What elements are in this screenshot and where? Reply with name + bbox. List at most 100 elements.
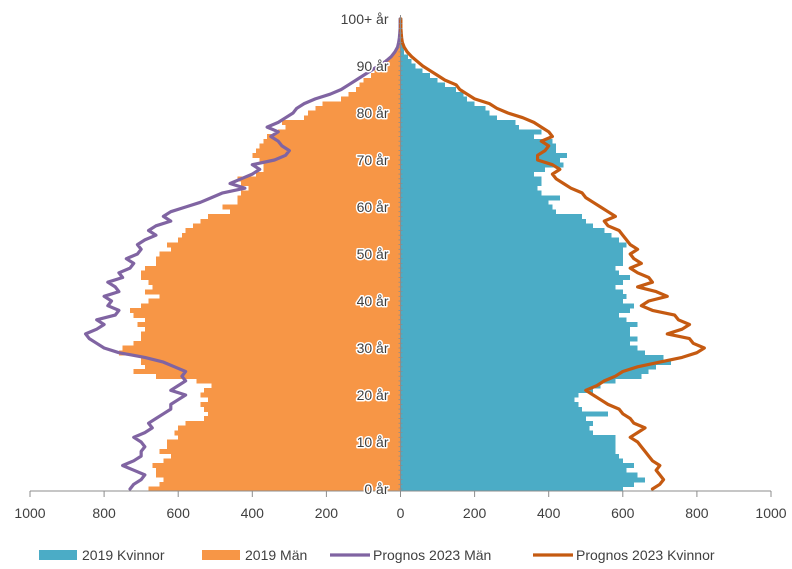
bar-2019-kvinnor-age-38 xyxy=(400,308,631,314)
bar-2019-m-n-age-5 xyxy=(152,463,401,469)
bar-2019-m-n-age-85 xyxy=(356,87,401,93)
bar-2019-m-n-age-78 xyxy=(281,120,401,126)
bar-2019-m-n-age-9 xyxy=(167,444,401,450)
bar-2019-kvinnor-age-51 xyxy=(400,246,623,252)
bar-2019-kvinnor-age-90 xyxy=(400,63,416,69)
x-tick-label: 0 xyxy=(397,505,405,521)
bar-2019-m-n-age-13 xyxy=(178,425,401,431)
bar-2019-kvinnor-age-92 xyxy=(400,54,408,60)
bar-2019-m-n-age-69 xyxy=(263,162,401,168)
bar-2019-kvinnor-age-12 xyxy=(400,430,594,436)
bar-2019-m-n-age-80 xyxy=(307,110,401,116)
bar-2019-m-n-age-57 xyxy=(200,218,401,224)
legend-swatch xyxy=(39,550,77,560)
age-tick-label: 90 år xyxy=(357,58,389,74)
bar-2019-kvinnor-age-3 xyxy=(400,472,638,478)
bar-2019-m-n-age-90 xyxy=(381,63,401,69)
bar-2019-kvinnor-age-84 xyxy=(400,91,464,97)
age-tick-label: 10 år xyxy=(357,434,389,450)
bar-2019-m-n-age-43 xyxy=(152,284,401,290)
bar-2019-m-n-age-38 xyxy=(130,308,401,314)
bar-2019-kvinnor-age-6 xyxy=(400,458,623,464)
age-tick-label: 30 år xyxy=(357,340,389,356)
bar-2019-kvinnor-age-89 xyxy=(400,68,423,74)
bar-2019-m-n-age-71 xyxy=(252,152,401,158)
bar-2019-m-n-age-77 xyxy=(285,124,401,130)
bar-2019-m-n-age-88 xyxy=(370,73,401,79)
bar-2019-kvinnor-age-60 xyxy=(400,204,553,210)
bar-2019-m-n-age-66 xyxy=(237,176,401,182)
bar-2019-m-n-age-45 xyxy=(141,275,401,281)
bar-2019-kvinnor-age-71 xyxy=(400,152,568,158)
bar-2019-kvinnor-age-42 xyxy=(400,289,623,295)
x-tick-label: 1000 xyxy=(755,505,786,521)
bar-2019-kvinnor-age-2 xyxy=(400,477,646,483)
axes-group: 1000 800 600 400 200 0 200 400 600 800 1000 0 år 10 … xyxy=(14,10,786,522)
bar-2019-kvinnor-age-1 xyxy=(400,481,634,487)
bar-2019-m-n-age-62 xyxy=(237,195,401,201)
bar-2019-m-n-age-18 xyxy=(200,402,401,408)
bar-2019-m-n-age-86 xyxy=(359,82,401,88)
bar-2019-kvinnor-age-73 xyxy=(400,143,557,149)
bar-2019-kvinnor-age-67 xyxy=(400,171,534,177)
bar-2019-m-n-age-70 xyxy=(259,157,401,163)
bar-2019-kvinnor-age-87 xyxy=(400,77,438,83)
bar-2019-m-n-age-44 xyxy=(148,279,401,285)
bar-2019-m-n-age-76 xyxy=(278,129,401,135)
bar-2019-m-n-age-87 xyxy=(363,77,401,83)
bar-2019-kvinnor-age-66 xyxy=(400,176,542,182)
bar-2019-kvinnor-age-20 xyxy=(400,392,579,398)
bar-2019-m-n-age-93 xyxy=(394,49,401,55)
bar-2019-kvinnor-age-21 xyxy=(400,387,594,393)
bar-2019-kvinnor-age-74 xyxy=(400,138,553,144)
bar-2019-kvinnor-age-86 xyxy=(400,82,445,88)
bar-2019-kvinnor-age-52 xyxy=(400,242,627,248)
bar-2019-kvinnor-age-57 xyxy=(400,218,586,224)
bar-2019-kvinnor-age-53 xyxy=(400,237,620,243)
bar-2019-m-n-age-28 xyxy=(141,355,401,361)
bar-2019-kvinnor-age-56 xyxy=(400,223,594,229)
bar-2019-m-n-age-91 xyxy=(385,58,401,64)
age-tick-label: 70 år xyxy=(357,152,389,168)
bar-2019-m-n-age-60 xyxy=(222,204,401,210)
bar-2019-kvinnor-age-48 xyxy=(400,261,623,267)
bar-2019-m-n-age-11 xyxy=(178,434,401,440)
bar-2019-m-n-age-36 xyxy=(144,317,401,323)
bar-2019-m-n-age-48 xyxy=(155,261,401,267)
bar-2019-m-n-age-41 xyxy=(159,293,401,299)
legend-swatch xyxy=(202,550,240,560)
bar-2019-m-n-age-22 xyxy=(211,383,401,389)
bar-2019-m-n-age-68 xyxy=(263,167,401,173)
bar-2019-m-n-age-89 xyxy=(374,68,401,74)
bar-2019-kvinnor-age-26 xyxy=(400,364,657,370)
bar-2019-m-n-age-39 xyxy=(141,303,401,309)
bar-2019-m-n-age-54 xyxy=(181,232,401,238)
bar-2019-kvinnor-age-49 xyxy=(400,256,623,262)
line-prognos-2023-m-n xyxy=(83,17,402,491)
bar-2019-kvinnor-age-44 xyxy=(400,279,623,285)
bar-2019-m-n-age-7 xyxy=(170,453,401,459)
bar-2019-kvinnor-age-69 xyxy=(400,162,564,168)
bar-2019-kvinnor-age-23 xyxy=(400,378,616,384)
bar-2019-kvinnor-age-85 xyxy=(400,87,457,93)
line-prognos-2023-kvinnor xyxy=(399,17,706,491)
bar-2019-m-n-age-92 xyxy=(391,54,401,60)
bar-2019-kvinnor-age-43 xyxy=(400,284,616,290)
x-tick-label: 200 xyxy=(315,505,339,521)
bar-2019-kvinnor-age-10 xyxy=(400,439,616,445)
bar-2019-kvinnor-age-17 xyxy=(400,406,583,412)
age-tick-label: 40 år xyxy=(357,293,389,309)
bar-2019-m-n-age-25 xyxy=(133,369,401,375)
bar-2019-kvinnor-age-14 xyxy=(400,420,594,426)
bar-2019-kvinnor-age-29 xyxy=(400,350,646,356)
bar-2019-m-n-age-79 xyxy=(304,115,401,121)
bar-2019-m-n-age-23 xyxy=(196,378,401,384)
bar-2019-kvinnor-age-81 xyxy=(400,105,486,111)
bar-2019-kvinnor-age-82 xyxy=(400,101,475,107)
bar-2019-m-n-age-24 xyxy=(155,373,401,379)
bar-2019-m-n-age-27 xyxy=(141,359,401,365)
lines-group xyxy=(83,17,706,491)
bar-2019-m-n-age-49 xyxy=(155,256,401,262)
bar-2019-m-n-age-31 xyxy=(133,340,401,346)
age-tick-label: 80 år xyxy=(357,105,389,121)
